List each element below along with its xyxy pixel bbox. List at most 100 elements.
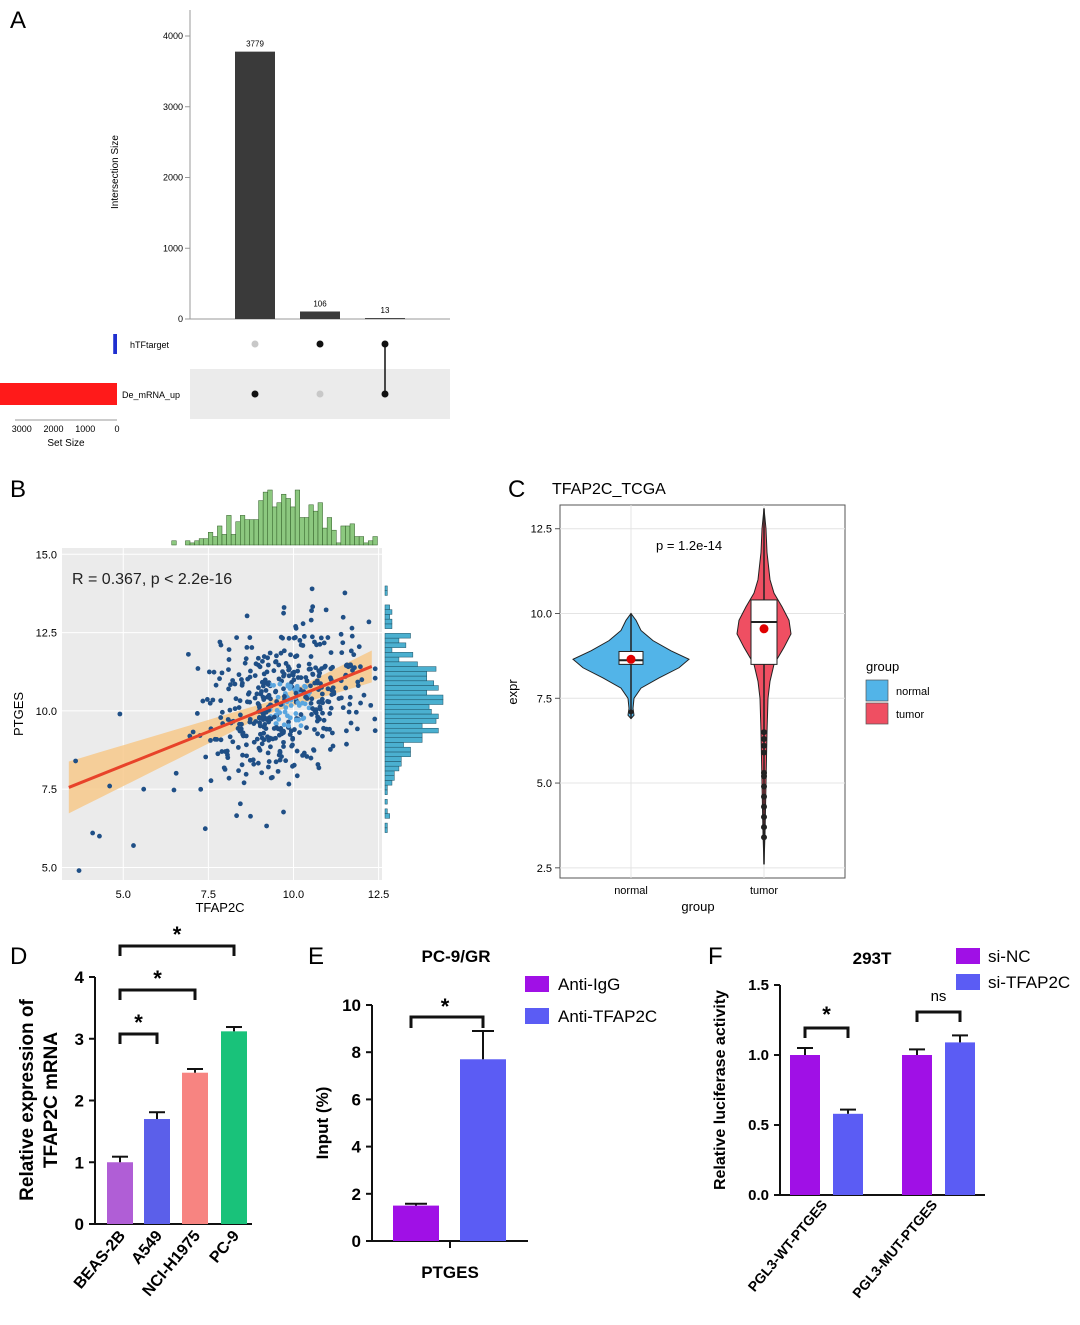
- top-histogram-bar: [358, 536, 364, 546]
- scatter-point: [281, 610, 286, 616]
- top-histogram-bar: [189, 542, 195, 546]
- violin-y-label: expr: [505, 679, 520, 705]
- right-histogram-bar: [384, 633, 411, 639]
- f-bar: [833, 1113, 863, 1195]
- top-histogram-bar: [272, 506, 278, 546]
- right-histogram-bar: [384, 713, 439, 719]
- scatter-point: [288, 652, 293, 658]
- set-name-de-mrna-up: De_mRNA_up: [122, 390, 180, 400]
- violin-plot-area: [559, 504, 846, 879]
- scatter-point: [185, 651, 191, 657]
- scatter-point: [215, 751, 221, 757]
- top-histogram-bar: [331, 529, 337, 546]
- right-histogram-bar: [384, 699, 444, 705]
- right-histogram-bar: [384, 822, 388, 829]
- scatter-point: [226, 775, 232, 781]
- scatter-point: [212, 736, 218, 742]
- d-significance-star: *: [173, 922, 182, 947]
- scatter-point: [260, 683, 266, 689]
- e-x-category: PTGES: [421, 1263, 479, 1282]
- boxplot-outlier: [761, 742, 767, 749]
- scatter-point: [355, 683, 361, 689]
- scatter-point: [312, 727, 317, 732]
- right-histogram-bar: [384, 642, 407, 648]
- d-x-tick-label: BEAS-2B: [71, 1228, 129, 1293]
- scatter-point: [320, 710, 325, 716]
- scatter-point: [107, 783, 113, 789]
- scatter-point: [349, 633, 355, 639]
- scatter-point: [294, 686, 300, 692]
- scatter-point: [264, 823, 270, 829]
- d-significance-bracket: [118, 1032, 159, 1044]
- scatter-point: [194, 711, 200, 716]
- scatter-point: [210, 697, 216, 703]
- scatter-point: [295, 668, 301, 674]
- scatter-point: [256, 745, 262, 751]
- right-histogram-bar: [384, 585, 388, 591]
- scatter-point: [232, 706, 238, 712]
- scatter-point: [293, 635, 298, 640]
- scatter-y-tick-label: 5.0: [42, 862, 57, 874]
- right-histogram-bar: [384, 718, 437, 724]
- scatter-point: [266, 737, 272, 743]
- right-histogram-bar: [384, 723, 423, 729]
- top-histogram-bar: [235, 521, 241, 546]
- d-y-label-line2: TFAP2C mRNA: [41, 1032, 62, 1168]
- scatter-point: [309, 712, 314, 717]
- e-y-tick-label: 0: [352, 1232, 361, 1251]
- scatter-point: [302, 683, 307, 689]
- scatter-point: [273, 689, 278, 695]
- scatter-point: [286, 719, 291, 725]
- scatter-point: [236, 705, 242, 710]
- top-histogram-bar: [317, 502, 323, 546]
- scatter-point: [240, 752, 245, 758]
- violin-y-tick-label: 2.5: [537, 863, 552, 875]
- f-significance-bracket: [803, 1026, 850, 1038]
- scatter-point: [270, 736, 276, 742]
- e-significance-star: *: [441, 994, 450, 1019]
- scatter-point: [262, 677, 268, 683]
- scatter-point: [308, 755, 314, 761]
- scatter-point: [319, 696, 325, 702]
- right-histogram-bar: [384, 742, 404, 748]
- top-histogram-bar: [198, 538, 204, 546]
- mean-point: [759, 624, 769, 634]
- upset-y-tick-label: 4000: [163, 31, 183, 41]
- scatter-point: [297, 730, 302, 735]
- scatter-point: [256, 715, 262, 720]
- e-legend-swatch-anti-igg: [525, 976, 549, 992]
- violin-legend-title: group: [866, 659, 899, 674]
- scatter-point: [316, 673, 322, 679]
- e-significance-bracket: [409, 1015, 485, 1028]
- top-histogram-bar: [171, 540, 177, 546]
- legend-label-normal: normal: [896, 686, 930, 698]
- mean-point: [626, 654, 636, 664]
- right-histogram-bar: [384, 637, 400, 644]
- upset-y-tick-label: 1000: [163, 243, 183, 253]
- scatter-point: [329, 692, 335, 697]
- scatter-point: [273, 721, 279, 727]
- scatter-point: [298, 642, 304, 648]
- scatter-point: [342, 590, 348, 596]
- d-significance-bracket: [118, 988, 197, 1000]
- scatter-point: [289, 743, 295, 749]
- violin-title: TFAP2C_TCGA: [552, 481, 666, 498]
- e-title: PC-9/GR: [422, 947, 491, 966]
- membership-dot: [251, 340, 259, 348]
- scatter-point: [171, 787, 177, 793]
- violin-p-annotation: p = 1.2e-14: [656, 538, 722, 553]
- scatter-point: [343, 685, 349, 691]
- scatter-point: [298, 723, 304, 729]
- scatter-point: [328, 666, 334, 672]
- scatter-point: [243, 742, 249, 748]
- membership-dot: [316, 340, 324, 348]
- scatter-point: [247, 699, 253, 705]
- scatter-point: [76, 868, 82, 874]
- scatter-point: [218, 642, 224, 648]
- scatter-point: [218, 698, 224, 704]
- scatter-point: [254, 736, 260, 742]
- set-size-tick-label: 0: [114, 424, 119, 434]
- scatter-point: [349, 625, 355, 631]
- d-bar: [107, 1162, 133, 1224]
